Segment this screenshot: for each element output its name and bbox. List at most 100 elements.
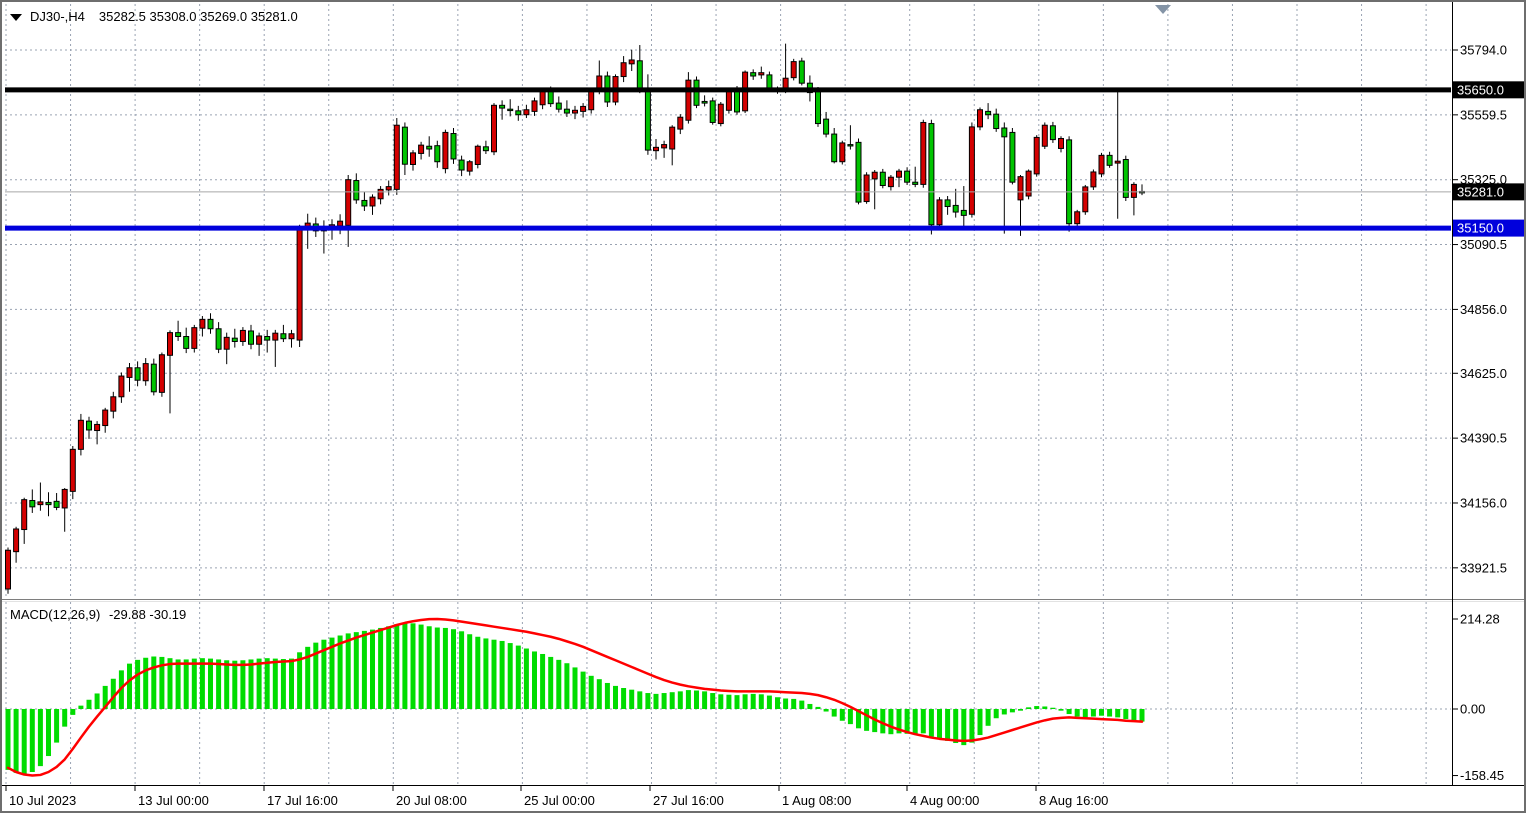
candle-bull	[523, 109, 530, 116]
macd-histogram-bar	[637, 691, 643, 709]
macd-histogram-bar	[54, 709, 60, 743]
candle-bear	[766, 74, 773, 90]
macd-histogram-bar	[1009, 709, 1015, 713]
candle-bull	[272, 332, 279, 341]
macd-histogram-bar	[880, 709, 886, 734]
candle-bear	[1066, 139, 1073, 225]
macd-histogram-bar	[1074, 709, 1080, 717]
time-axis-label: 8 Aug 16:00	[1039, 793, 1108, 808]
candle-bull	[1090, 171, 1097, 188]
candle-bull	[1074, 211, 1081, 225]
macd-axis-label: 214.28	[1460, 612, 1500, 627]
price-axis-label: 35794.0	[1460, 43, 1507, 58]
macd-histogram-bar	[475, 636, 481, 709]
candle-bear	[150, 363, 157, 393]
macd-histogram-bar	[718, 694, 724, 709]
macd-histogram-bar	[742, 694, 748, 709]
candle-bull	[126, 367, 133, 378]
macd-histogram-bar	[661, 693, 667, 709]
macd-histogram-bar	[783, 698, 789, 709]
candle-bull	[102, 409, 109, 427]
macd-indicator-label-row: MACD(12,26,9) -29.88 -30.19	[10, 607, 186, 622]
macd-histogram-bar	[953, 709, 959, 744]
macd-histogram-bar	[499, 640, 505, 709]
macd-axis-label: 0.00	[1460, 702, 1485, 717]
macd-histogram-bar	[985, 709, 991, 726]
macd-histogram-bar	[78, 705, 84, 709]
macd-histogram-bar	[143, 657, 149, 709]
scroll-to-end-marker-icon[interactable]	[1155, 5, 1171, 14]
candle-bull	[1114, 160, 1121, 164]
macd-histogram-bar	[361, 630, 367, 709]
macd-histogram-bar	[1042, 706, 1048, 709]
candle-bear	[1122, 159, 1129, 198]
macd-histogram-bar	[208, 658, 213, 709]
macd-histogram-bar	[969, 709, 975, 743]
price-axis-label: 34625.0	[1460, 366, 1507, 381]
macd-histogram-bar	[175, 659, 181, 709]
macd-histogram-bar	[370, 629, 375, 709]
candle-bull	[491, 104, 497, 153]
macd-histogram-bar	[847, 709, 853, 725]
macd-histogram-bar	[702, 691, 708, 709]
macd-histogram-bar	[353, 632, 359, 709]
candle-bull	[418, 144, 425, 154]
time-axis-label: 25 Jul 00:00	[524, 793, 595, 808]
candle-bear	[952, 204, 959, 213]
candle-bull	[1130, 183, 1137, 198]
candle-bear	[1001, 127, 1008, 138]
macd-histogram-bar	[305, 646, 311, 709]
time-axis-label: 10 Jul 2023	[9, 793, 76, 808]
macd-histogram-bar	[758, 694, 764, 709]
candle-bull	[677, 116, 684, 130]
candle-bull	[1082, 186, 1089, 213]
candle-bull	[191, 327, 198, 349]
candle-bull	[466, 161, 473, 172]
candle-bear	[507, 108, 514, 112]
candle-bull	[369, 196, 376, 207]
macd-histogram-bar	[1034, 706, 1040, 709]
macd-histogram-bar	[199, 658, 205, 709]
macd-histogram-bar	[224, 660, 230, 709]
macd-histogram-bar	[248, 659, 254, 709]
one-click-trading-expander-icon[interactable]	[10, 14, 22, 21]
macd-histogram-bar	[289, 658, 294, 709]
symbol-period-label: DJ30-,H4	[30, 9, 85, 24]
candle-bear	[499, 104, 506, 109]
macd-histogram-bar	[904, 709, 910, 734]
macd-histogram-bar	[726, 694, 732, 709]
candle-bear	[53, 500, 60, 508]
macd-histogram-bar	[1050, 707, 1056, 709]
candle-bull	[790, 61, 797, 79]
macd-histogram-bar	[451, 629, 456, 709]
macd-histogram-bar	[1099, 709, 1104, 716]
macd-indicator-values: -29.88 -30.19	[108, 607, 187, 622]
candle-bull	[758, 72, 765, 76]
macd-histogram-bar	[815, 706, 821, 709]
macd-histogram-bar	[345, 633, 351, 709]
candle-bull	[345, 179, 352, 226]
candle-bull	[94, 423, 101, 432]
candle-bull	[256, 335, 263, 345]
macd-histogram-bar	[888, 709, 894, 735]
macd-histogram-bar	[515, 645, 521, 709]
macd-histogram-bar	[5, 709, 11, 770]
macd-histogram-bar	[94, 693, 100, 709]
macd-histogram-bar	[710, 693, 716, 709]
macd-histogram-bar	[677, 691, 683, 709]
macd-histogram-bar	[442, 627, 448, 709]
macd-histogram-bar	[896, 709, 902, 734]
macd-histogram-bar	[807, 703, 813, 709]
price-axis-label: 35559.5	[1460, 107, 1507, 122]
macd-signal-line	[6, 617, 1144, 777]
macd-histogram-bar	[604, 682, 610, 709]
candle-bull	[968, 126, 975, 215]
candle-bull	[863, 174, 870, 203]
candle-bear	[831, 133, 838, 163]
macd-histogram-bar	[507, 643, 513, 709]
candle-bull	[1058, 137, 1064, 149]
macd-histogram-bar	[240, 660, 246, 709]
macd-histogram-bar	[491, 639, 497, 709]
candle-bull	[653, 146, 659, 152]
